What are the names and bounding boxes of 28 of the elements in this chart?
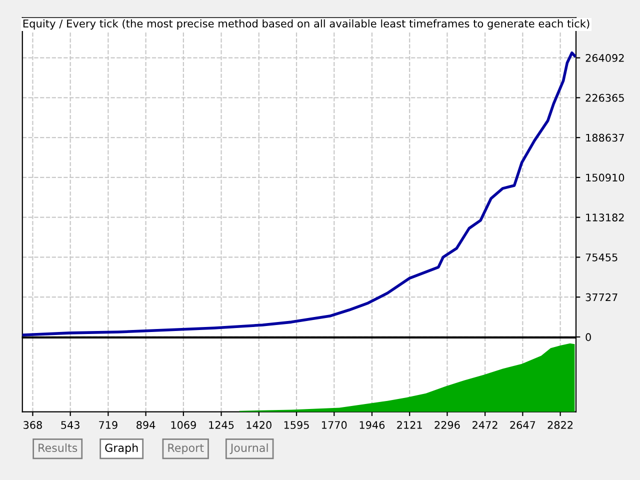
y-tick-label: 0 — [586, 333, 591, 342]
y-tick-label: 150910 — [586, 174, 624, 182]
x-tick-label: 543 — [61, 421, 80, 429]
x-tick-label: 894 — [136, 421, 156, 429]
text: Report — [168, 444, 204, 454]
y-tick-label: 113182 — [586, 214, 624, 222]
text: Journal — [230, 443, 268, 454]
y-tick-label: 188637 — [586, 134, 624, 142]
text: Graph — [105, 443, 138, 454]
x-tick-label: 1595 — [284, 421, 309, 429]
x-tick-label: 2296 — [434, 421, 460, 429]
x-tick-label: 1069 — [171, 421, 196, 429]
y-tick-label: 37727 — [586, 293, 618, 302]
x-tick-label: 1245 — [209, 421, 234, 429]
chart-title: Equity / Every tick (the most precise method based on all available least timeframes to generate each tick) — [23, 19, 590, 30]
x-tick-label: 2647 — [510, 421, 536, 429]
text: Results — [38, 443, 78, 452]
x-tick-label: 1770 — [322, 421, 347, 429]
y-tick-label: 226365 — [586, 94, 624, 102]
x-tick-label: 2822 — [548, 421, 573, 429]
y-tick-label: 75455 — [586, 254, 618, 262]
x-tick-label: 368 — [24, 421, 42, 429]
x-tick-label: 2472 — [472, 421, 498, 429]
x-tick-label: 1946 — [360, 421, 385, 429]
x-tick-label: 719 — [99, 421, 118, 429]
x-tick-label: 2121 — [397, 421, 422, 429]
x-tick-label: 1420 — [246, 421, 272, 429]
y-tick-label: 264092 — [586, 54, 624, 62]
